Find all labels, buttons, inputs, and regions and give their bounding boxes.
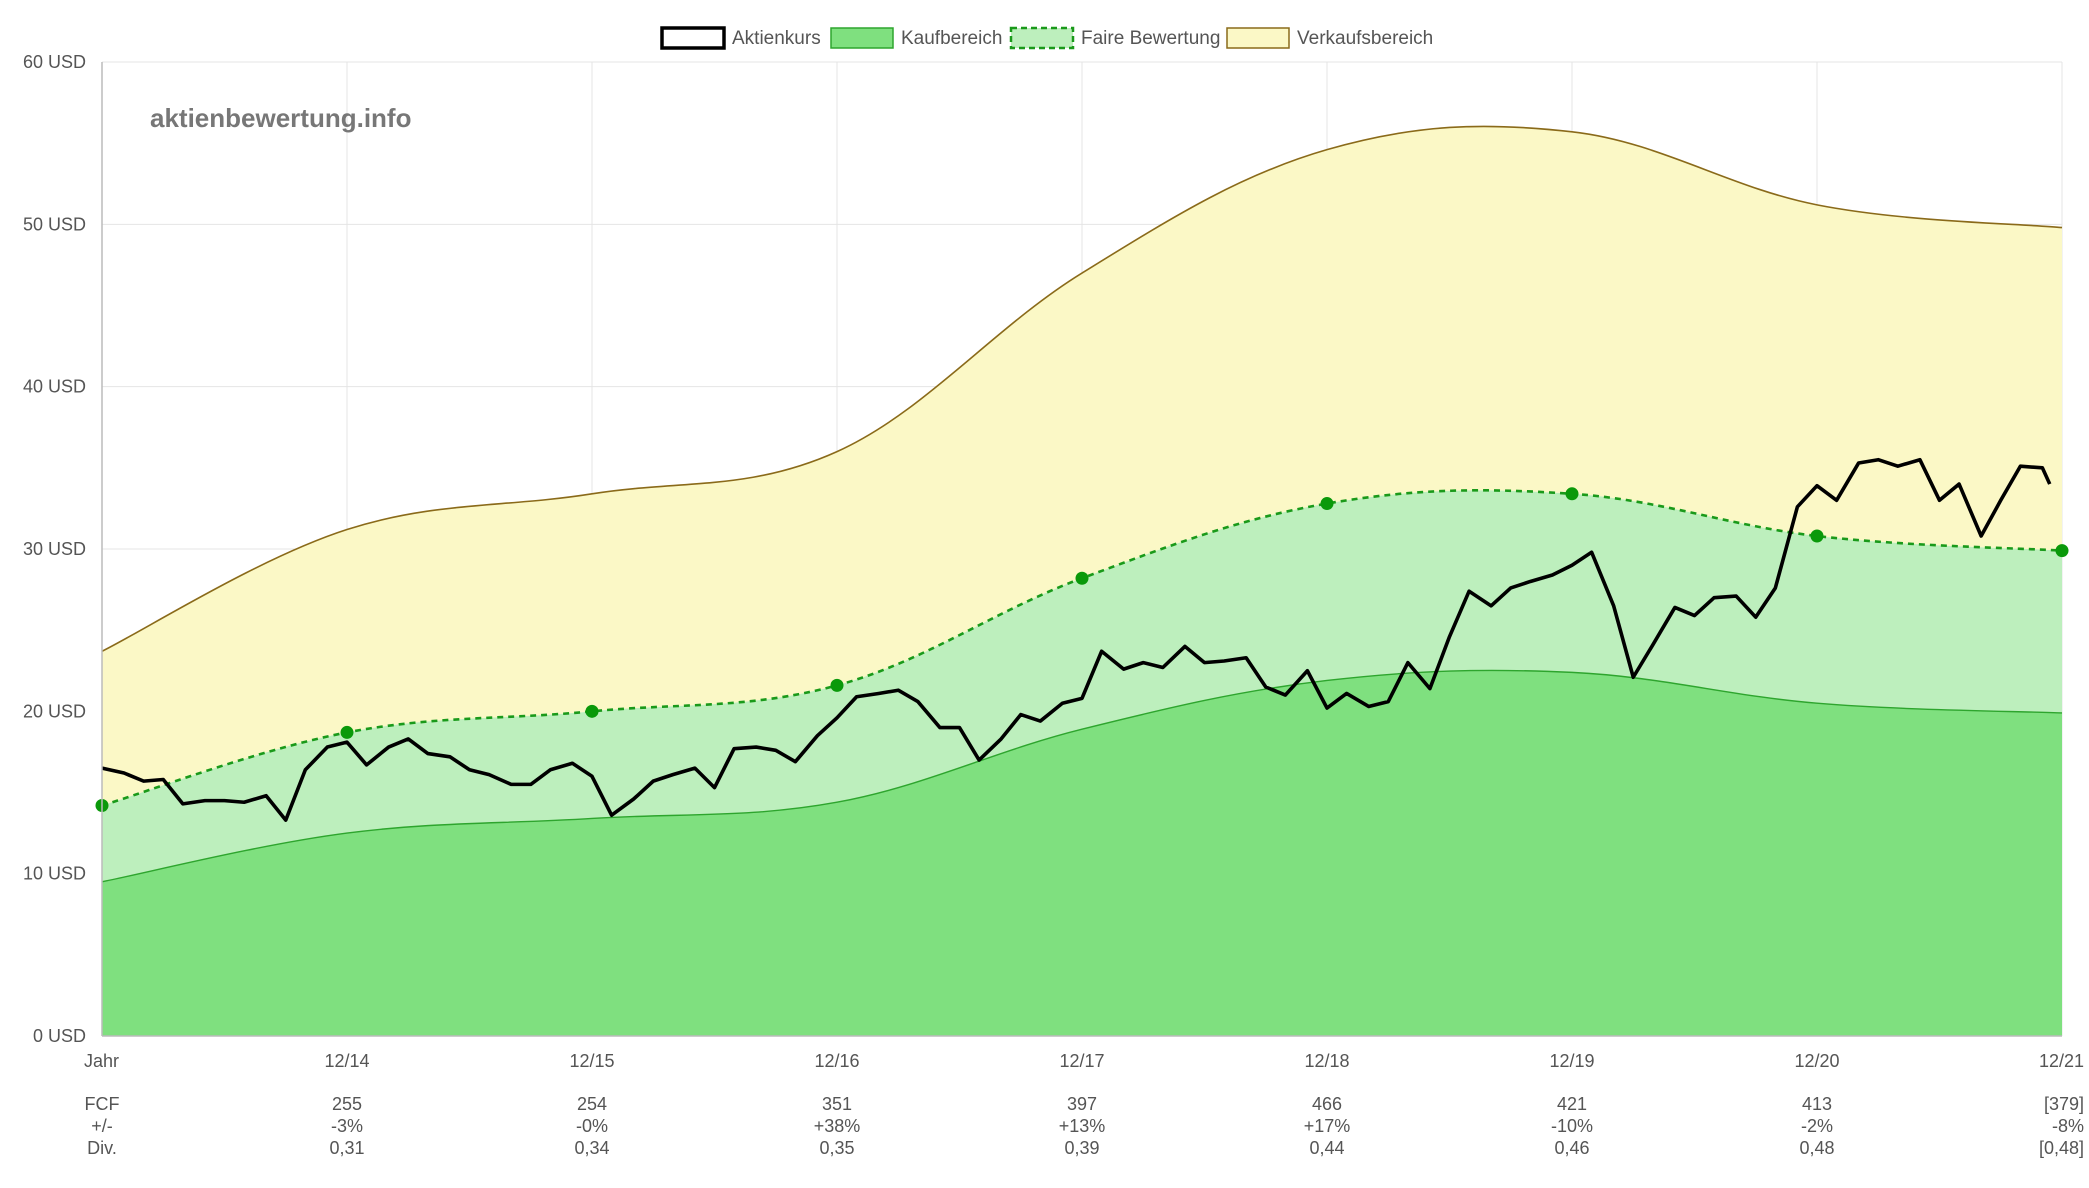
x-tick-label: 12/21	[2039, 1051, 2084, 1071]
legend[interactable]: Aktienkurs Kaufbereich Faire Bewertung Verk…	[660, 26, 1433, 50]
table-cell: +13%	[1059, 1116, 1106, 1136]
legend-label: Aktienkurs	[732, 28, 821, 49]
watermark: aktienbewertung.info	[150, 103, 411, 133]
x-tick-label: 12/18	[1304, 1051, 1349, 1071]
y-tick-label: 0 USD	[33, 1026, 86, 1046]
x-tick-label: Jahr	[84, 1051, 119, 1071]
legend-swatch	[1226, 27, 1290, 49]
fair-point	[1565, 487, 1579, 501]
y-tick-label: 20 USD	[23, 701, 86, 721]
x-tick-label: 12/16	[814, 1051, 859, 1071]
fair-point	[1320, 497, 1334, 511]
legend-item-buy[interactable]: Kaufbereich	[830, 27, 1002, 49]
fair-point	[830, 678, 844, 692]
table-cell: 0,44	[1309, 1138, 1344, 1158]
table-cell: 0,48	[1799, 1138, 1834, 1158]
table-cell: -2%	[1801, 1116, 1833, 1136]
table-cell: 0,39	[1064, 1138, 1099, 1158]
table-cell: 397	[1067, 1094, 1097, 1114]
fair-point	[1810, 529, 1824, 543]
table-cell: -8%	[2052, 1116, 2084, 1136]
data-table: FCF 255 254 351 397 466 421 413 [379] +/- -3% -0% +3…	[85, 1094, 2085, 1158]
sell-area	[102, 126, 2062, 806]
table-cell: 0,46	[1554, 1138, 1589, 1158]
legend-swatch	[1009, 26, 1075, 50]
legend-label: Kaufbereich	[901, 28, 1002, 49]
table-cell: 0,31	[329, 1138, 364, 1158]
price-line	[101, 457, 2052, 822]
buy-area	[102, 670, 2062, 1036]
table-cell: 413	[1802, 1094, 1832, 1114]
x-tick-label: 12/14	[324, 1051, 369, 1071]
sell-line	[101, 125, 2063, 652]
table-cell: 466	[1312, 1094, 1342, 1114]
lines	[95, 125, 2069, 883]
table-cell: [379]	[2044, 1094, 2084, 1114]
legend-swatch	[830, 27, 894, 49]
fair-point	[340, 725, 354, 739]
legend-label: Faire Bewertung	[1081, 28, 1220, 49]
y-tick-label: 30 USD	[23, 539, 86, 559]
table-cell: -3%	[331, 1116, 363, 1136]
y-tick-label: 40 USD	[23, 377, 86, 397]
fair-area	[102, 490, 2062, 882]
legend-swatch	[660, 26, 726, 50]
legend-item-sell[interactable]: Verkaufsbereich	[1226, 27, 1433, 49]
legend-label: Verkaufsbereich	[1297, 28, 1433, 49]
table-cell: +38%	[814, 1116, 861, 1136]
areas	[102, 126, 2062, 1036]
x-tick-label: 12/20	[1794, 1051, 1839, 1071]
legend-item-price[interactable]: Aktienkurs	[660, 26, 821, 50]
table-cell: -10%	[1551, 1116, 1593, 1136]
table-cell: 254	[577, 1094, 607, 1114]
table-row-label: FCF	[85, 1094, 120, 1114]
x-tick-label: 12/15	[569, 1051, 614, 1071]
table-cell: [0,48]	[2039, 1138, 2084, 1158]
fair-point	[2055, 544, 2069, 558]
y-tick-label: 10 USD	[23, 864, 86, 884]
fair-point	[585, 704, 599, 718]
table-cell: 0,35	[819, 1138, 854, 1158]
table-cell: -0%	[576, 1116, 608, 1136]
table-cell: +17%	[1304, 1116, 1351, 1136]
x-tick-label: 12/19	[1549, 1051, 1594, 1071]
y-tick-label: 50 USD	[23, 214, 86, 234]
table-cell: 0,34	[574, 1138, 609, 1158]
table-row-label: Div.	[87, 1138, 117, 1158]
table-cell: 421	[1557, 1094, 1587, 1114]
table-cell: 351	[822, 1094, 852, 1114]
y-tick-label: 60 USD	[23, 52, 86, 72]
buy-line	[101, 669, 2063, 883]
axes: 0 USD 10 USD 20 USD 30 USD 40 USD 50 USD 60 US…	[23, 52, 2084, 1071]
legend-item-fair[interactable]: Faire Bewertung	[1009, 26, 1220, 50]
table-row-label: +/-	[91, 1116, 113, 1136]
x-tick-label: 12/17	[1059, 1051, 1104, 1071]
table-cell: 255	[332, 1094, 362, 1114]
fair-point	[1075, 571, 1089, 585]
